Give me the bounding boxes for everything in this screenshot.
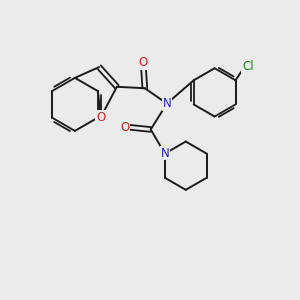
Text: O: O xyxy=(96,111,105,124)
Text: Cl: Cl xyxy=(242,60,254,73)
Text: N: N xyxy=(160,146,169,160)
Text: N: N xyxy=(163,97,171,110)
Text: O: O xyxy=(120,121,129,134)
Text: O: O xyxy=(139,56,148,69)
